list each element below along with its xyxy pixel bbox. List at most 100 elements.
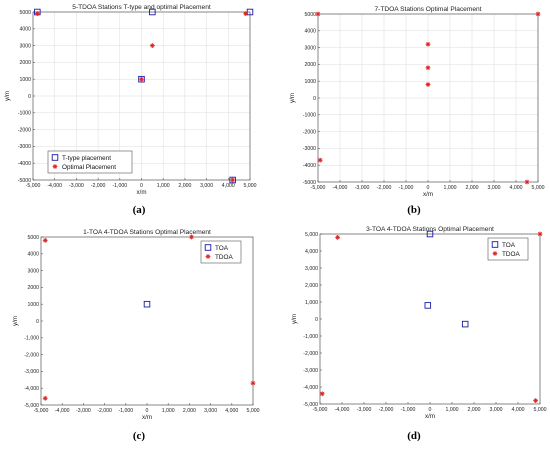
y-tick-label: -4,000 (303, 385, 318, 391)
legend-marker (205, 254, 211, 259)
y-tick-label: -5000 (303, 180, 316, 186)
chart-panel-0: 5-TDOA Stations T-type and optimal Place… (4, 4, 257, 196)
y-tick-label: 4000 (304, 29, 316, 35)
x-tick-label: -4,000 (55, 408, 70, 414)
y-tick-label: -3,000 (303, 368, 318, 374)
y-tick-label: 0 (28, 94, 31, 100)
legend-marker (491, 241, 499, 248)
chart-title: 3-TOA 4-TDOA Stations Optimal Placement (366, 226, 494, 233)
y-tick-label: -3,000 (24, 369, 39, 375)
legend-marker (492, 251, 498, 256)
y-tick-label: -1000 (18, 111, 31, 117)
x-tick-label: -3,000 (355, 185, 370, 191)
legend-marker (51, 154, 59, 161)
y-tick-label: -5,000 (303, 402, 318, 408)
x-tick-label: 0 (146, 408, 149, 414)
legend-label: TDOA (502, 251, 520, 258)
x-tick-label: -4,000 (335, 407, 350, 413)
data-point (149, 8, 156, 16)
chart-title: 7-TDOA Stations Optimal Placement (374, 6, 481, 13)
x-axis-label: x/m (137, 189, 147, 196)
x-tick-label: 2,000 (178, 183, 191, 189)
x-tick-label: -2,000 (97, 408, 112, 414)
x-tick-label: 5,000 (247, 408, 260, 414)
x-tick-label: -5,000 (313, 407, 328, 413)
x-tick-label: -3,000 (357, 407, 372, 413)
chart-title: 1-TOA 4-TDOA Stations Optimal Placement (83, 229, 211, 236)
y-tick-label: 5,000 (305, 232, 318, 238)
data-point (461, 320, 469, 328)
caption-d: (d) (407, 430, 421, 442)
y-tick-label: -1,000 (24, 336, 39, 342)
x-tick-label: 4,000 (225, 408, 238, 414)
y-tick-label: -2000 (303, 129, 316, 135)
x-tick-label: 5,000 (534, 407, 547, 413)
data-point (250, 380, 256, 386)
x-tick-label: 4,000 (510, 185, 523, 191)
y-tick-label: 5000 (27, 235, 39, 241)
y-tick-label: -4000 (18, 161, 31, 167)
chart-panel-1: 7-TDOA Stations Optimal Placement-5,000-… (289, 6, 545, 198)
x-tick-label: 1,000 (446, 407, 459, 413)
y-tick-label: 1000 (27, 302, 39, 308)
x-tick-label: 1,000 (444, 185, 457, 191)
y-tick-label: 3000 (19, 43, 31, 49)
data-point (229, 176, 236, 184)
y-tick-label: -1,000 (303, 334, 318, 340)
data-point (537, 231, 543, 237)
y-tick-label: -1000 (303, 113, 316, 119)
data-point (230, 177, 236, 183)
x-tick-label: 2,000 (183, 408, 196, 414)
legend-label: Optimal Placement (62, 164, 116, 171)
y-axis-label: y/m (12, 316, 19, 326)
x-tick-label: -4,000 (47, 183, 62, 189)
y-tick-label: -4,000 (24, 386, 39, 392)
y-tick-label: -3000 (18, 144, 31, 150)
data-point (149, 43, 155, 48)
legend-label: TDOA (215, 254, 233, 261)
x-tick-label: 3,000 (200, 183, 213, 189)
x-axis-label: x/m (423, 191, 433, 198)
y-tick-label: 2,000 (305, 283, 318, 289)
x-tick-label: 3,000 (488, 185, 501, 191)
y-tick-label: 5000 (19, 10, 31, 16)
y-tick-label: 0 (36, 319, 39, 325)
y-tick-label: 0 (315, 317, 318, 323)
y-tick-label: -2000 (18, 127, 31, 133)
x-tick-label: -3,000 (76, 408, 91, 414)
data-point (319, 391, 325, 397)
data-point (243, 11, 249, 17)
x-tick-label: 0 (140, 183, 143, 189)
x-tick-label: -4,000 (333, 185, 348, 191)
caption-a: (a) (132, 204, 146, 216)
data-point (189, 234, 194, 240)
y-axis-label: y/m (4, 91, 11, 101)
y-tick-label: -4000 (303, 163, 316, 169)
y-tick-label: 1000 (19, 77, 31, 83)
legend-label: TOA (215, 245, 229, 252)
x-tick-label: 4,000 (222, 183, 235, 189)
caption-c: (c) (132, 430, 146, 442)
data-point (317, 157, 323, 163)
y-tick-label: 3000 (27, 268, 39, 274)
y-axis-label: y/m (291, 314, 298, 324)
y-tick-label: 4000 (27, 252, 39, 258)
y-tick-label: 2000 (304, 62, 316, 68)
x-tick-label: -1,000 (118, 408, 133, 414)
data-point (335, 235, 340, 240)
y-tick-label: 2000 (27, 285, 39, 291)
x-tick-label: -5,000 (34, 408, 49, 414)
x-tick-label: 4,000 (512, 407, 525, 413)
chart-panel-2: 1-TOA 4-TDOA Stations Optimal Placement -… (12, 229, 260, 421)
chart-panel-3: 3-TOA 4-TDOA Stations Optimal Placement -… (291, 226, 547, 420)
y-tick-label: 3000 (304, 45, 316, 51)
data-point (34, 11, 40, 17)
x-tick-label: 0 (429, 407, 432, 413)
data-point (139, 76, 144, 82)
x-tick-label: 3,000 (490, 407, 503, 413)
legend-marker (52, 164, 58, 169)
x-tick-label: 5,000 (532, 185, 545, 191)
x-tick-label: 1,000 (157, 183, 170, 189)
